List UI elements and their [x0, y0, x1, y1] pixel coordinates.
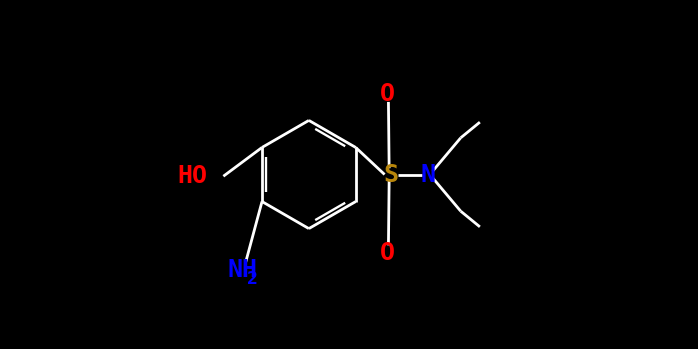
Text: 2: 2 [247, 270, 258, 288]
Text: NH: NH [228, 259, 258, 282]
Text: HO: HO [178, 164, 208, 188]
Text: O: O [380, 241, 395, 265]
Text: O: O [380, 82, 395, 106]
Text: N: N [420, 163, 435, 186]
Text: S: S [383, 163, 399, 186]
